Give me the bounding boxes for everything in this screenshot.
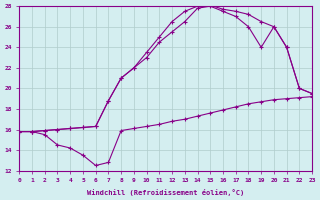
X-axis label: Windchill (Refroidissement éolien,°C): Windchill (Refroidissement éolien,°C) — [87, 189, 244, 196]
